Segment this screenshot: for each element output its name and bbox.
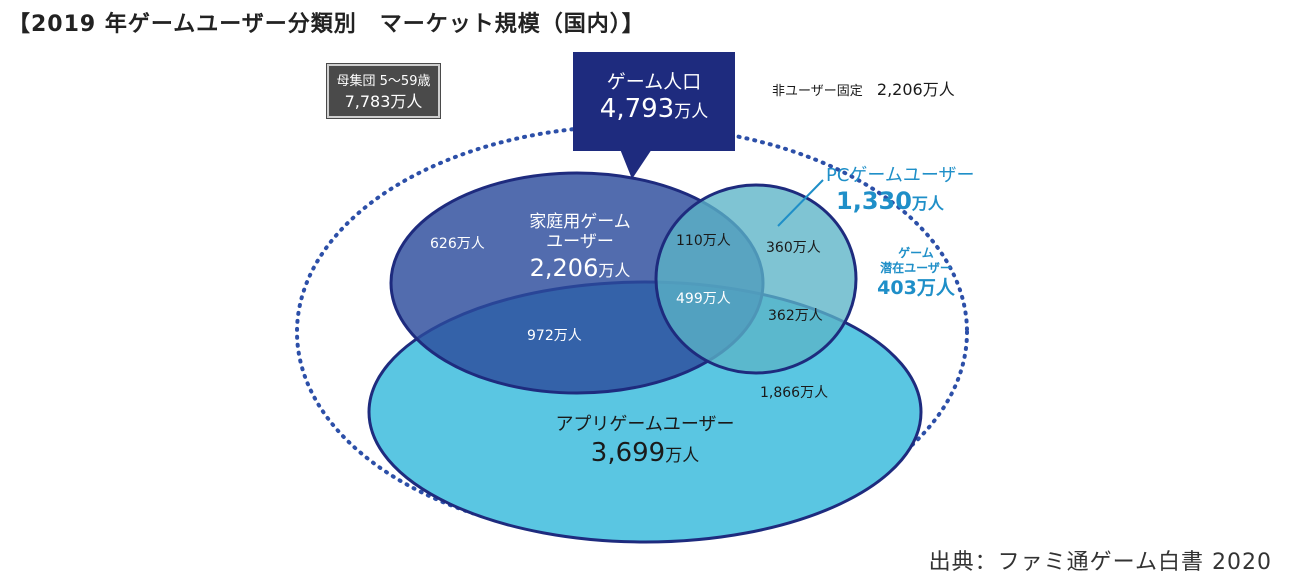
region-all-three: 499万人	[676, 291, 731, 307]
game-population-label: ゲーム人口	[606, 71, 702, 93]
population-box: 母集団 5〜59歳 7,783万人	[326, 63, 441, 119]
region-pc-app: 362万人	[768, 308, 823, 324]
potential-users-label: ゲーム 潜在ユーザー 403万人	[860, 246, 972, 300]
source-citation: 出典：ファミ通ゲーム白書 2020	[928, 550, 1272, 575]
non-users-value: 2,206万人	[876, 80, 955, 99]
app-users-label: アプリゲームユーザー 3,699万人	[510, 413, 780, 472]
app-users-unit: 万人	[665, 446, 700, 466]
region-app-only: 1,866万人	[760, 385, 829, 401]
region-console-app: 972万人	[527, 328, 582, 344]
region-pc-only: 360万人	[766, 240, 821, 256]
game-population-value: 4,793	[599, 94, 675, 124]
console-users-text1: 家庭用ゲーム	[529, 212, 631, 232]
region-console-pc: 110万人	[676, 233, 731, 249]
pc-users-circle	[654, 183, 858, 375]
pc-label-pointer	[777, 179, 824, 227]
non-users-label: 非ユーザー固定 2,206万人	[772, 76, 955, 100]
app-users-value: 3,699	[590, 438, 666, 468]
population-value: 7,783万人	[344, 92, 423, 111]
region-console-only: 626万人	[430, 236, 485, 252]
population-label: 母集団 5〜59歳	[336, 74, 431, 89]
chart-title: 【2019 年ゲームユーザー分類別 マーケット規模（国内）】	[8, 12, 645, 37]
potential-users-text1: ゲーム	[898, 246, 934, 260]
console-users-text2: ユーザー	[546, 232, 614, 252]
game-population-unit: 万人	[674, 102, 709, 122]
game-population-box: ゲーム人口 4,793万人	[573, 52, 735, 151]
pc-users-unit: 万人	[911, 194, 944, 213]
app-users-text: アプリゲームユーザー	[555, 414, 735, 435]
pc-users-text: PCゲームユーザー	[826, 165, 975, 186]
console-users-value: 2,206	[529, 254, 599, 282]
console-users-label: 家庭用ゲーム ユーザー 2,206万人	[500, 212, 660, 287]
pc-users-value: 1,330	[836, 187, 912, 215]
potential-users-value: 403万人	[877, 277, 955, 299]
console-users-unit: 万人	[598, 261, 631, 280]
potential-users-text2: 潜在ユーザー	[880, 261, 952, 275]
game-population-pointer	[620, 149, 652, 179]
pc-users-label: PCゲームユーザー 1,330万人	[826, 165, 975, 218]
non-users-text: 非ユーザー固定	[772, 84, 863, 99]
